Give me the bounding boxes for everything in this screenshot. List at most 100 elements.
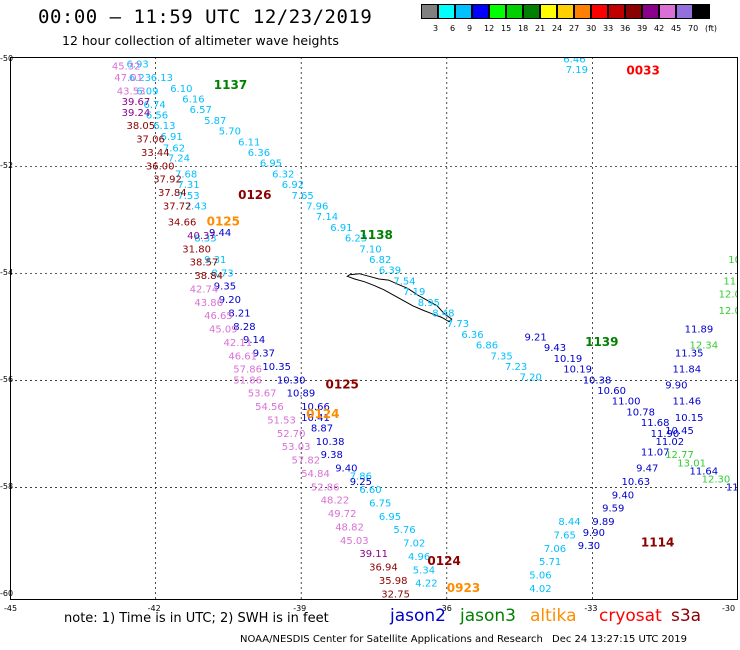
swh-value: 53.67 bbox=[248, 389, 277, 400]
swh-value: 8.73 bbox=[211, 268, 233, 279]
swh-value: 9.25 bbox=[350, 477, 372, 488]
swh-value: 9.21 bbox=[525, 333, 547, 344]
legend-s3a: s3a bbox=[671, 606, 702, 626]
pass-time-label: 0125 bbox=[207, 215, 240, 229]
colorbar-label: 39 bbox=[637, 24, 648, 33]
swh-value: 8.28 bbox=[233, 322, 255, 333]
swh-value: 35.98 bbox=[379, 576, 408, 587]
swh-value: 45.32 bbox=[112, 61, 141, 72]
swh-value: 4.02 bbox=[529, 584, 551, 595]
swh-value: 9.14 bbox=[243, 335, 265, 346]
swh-value: 6.93 bbox=[127, 60, 149, 71]
swh-value: 9.89 bbox=[592, 517, 614, 528]
map-canvas: 7.046.936.236.096.746.566.136.917.627.24… bbox=[10, 57, 738, 600]
pass-time-label: 1139 bbox=[585, 335, 618, 349]
swh-value: 6.09 bbox=[136, 86, 158, 97]
swh-value: 37.92 bbox=[153, 175, 182, 186]
swh-value: 12.77 bbox=[665, 450, 694, 461]
swh-value: 10.63 bbox=[622, 477, 651, 488]
swh-value: 8.21 bbox=[228, 309, 250, 320]
swh-value: 11.35 bbox=[675, 349, 704, 360]
colorbar-label: 70 bbox=[688, 24, 699, 33]
swh-value: 7.68 bbox=[175, 169, 197, 180]
swh-value: 6.23 bbox=[129, 73, 151, 84]
pass-time-label: 1136 bbox=[165, 57, 198, 60]
pass-time-label: 0124 bbox=[306, 407, 339, 421]
latitude-tick-label: -60 bbox=[0, 588, 14, 598]
swh-value: 10.89 bbox=[287, 389, 316, 400]
legend-jason3: jason3 bbox=[460, 606, 516, 626]
swh-value: 42.74 bbox=[190, 284, 219, 295]
swh-value: 8.33 bbox=[194, 234, 216, 245]
swh-value: 9.90 bbox=[665, 381, 687, 392]
swh-value: 7.62 bbox=[163, 144, 185, 155]
swh-value: 7.43 bbox=[185, 202, 207, 213]
colorbar-swatch bbox=[591, 4, 608, 19]
swh-value: 7.65 bbox=[292, 191, 314, 202]
swh-value: 36.94 bbox=[369, 563, 398, 574]
swh-value: 5.06 bbox=[529, 571, 551, 582]
swh-value: 6.56 bbox=[146, 111, 168, 122]
longitude-tick-label: -36 bbox=[438, 604, 452, 613]
legend-jason2: jason2 bbox=[390, 606, 446, 626]
swh-value: 7.06 bbox=[544, 544, 566, 555]
latitude-tick-label: -56 bbox=[0, 374, 14, 384]
swh-value: 6.13 bbox=[151, 73, 173, 84]
latitude-tick-label: -50 bbox=[0, 53, 14, 63]
south-georgia-coastline bbox=[346, 273, 453, 323]
swh-value: 9.30 bbox=[578, 541, 600, 552]
longitude-tick-label: -42 bbox=[147, 604, 161, 613]
swh-value: 49.72 bbox=[328, 509, 357, 520]
swh-value: 45.03 bbox=[340, 536, 369, 547]
colorbar-swatch bbox=[472, 4, 489, 19]
swh-value: 7.14 bbox=[316, 212, 338, 223]
swh-value: 7.10 bbox=[359, 244, 381, 255]
colorbar-label: 30 bbox=[586, 24, 597, 33]
swh-value: 11.00 bbox=[612, 397, 641, 408]
colorbar-label: 45 bbox=[671, 24, 682, 33]
swh-value: 10.60 bbox=[597, 386, 626, 397]
swh-value: 52.70 bbox=[277, 429, 306, 440]
swh-value: 11.07 bbox=[641, 448, 670, 459]
pass-time-label: 0125 bbox=[326, 378, 359, 392]
pass-time-label: 1114 bbox=[641, 536, 674, 550]
swh-value: 7.96 bbox=[306, 202, 328, 213]
colorbar-label: 36 bbox=[620, 24, 631, 33]
swh-value: 6.92 bbox=[282, 180, 304, 191]
legend-cryosat: cryosat bbox=[599, 606, 662, 626]
pass-time-label: 0136 bbox=[151, 57, 184, 60]
map-subtitle: 12 hour collection of altimeter wave hei… bbox=[62, 33, 339, 48]
swh-value: 7.02 bbox=[403, 539, 425, 550]
swh-value: 6.11 bbox=[238, 137, 260, 148]
swh-value: 7.65 bbox=[554, 531, 576, 542]
swh-value: 53.03 bbox=[282, 442, 311, 453]
swh-value: 8.87 bbox=[311, 424, 333, 435]
swh-value: 46.65 bbox=[204, 311, 233, 322]
colorbar-swatch bbox=[540, 4, 557, 19]
colorbar-swatch bbox=[642, 4, 659, 19]
swh-value: 51.53 bbox=[267, 416, 296, 427]
swh-value: 39.67 bbox=[122, 97, 151, 108]
colorbar-label: 12 bbox=[484, 24, 495, 33]
colorbar-label: 27 bbox=[569, 24, 580, 33]
swh-value: 11.02 bbox=[656, 437, 685, 448]
colorbar-swatch bbox=[676, 4, 693, 19]
swh-value: 5.71 bbox=[539, 557, 561, 568]
swh-value: 7.54 bbox=[393, 276, 415, 287]
colorbar-label: 42 bbox=[654, 24, 665, 33]
swh-value: 9.37 bbox=[253, 349, 275, 360]
swh-value: 6.10 bbox=[170, 84, 192, 95]
swh-value: 6.57 bbox=[190, 105, 212, 116]
credit-text: NOAA/NESDIS Center for Satellite Applica… bbox=[240, 634, 543, 645]
swh-value: 8.95 bbox=[418, 298, 440, 309]
swh-value: 11.4 bbox=[723, 276, 738, 287]
swh-value: 38.05 bbox=[127, 121, 156, 132]
swh-value: 9.90 bbox=[583, 528, 605, 539]
swh-value: 10.45 bbox=[665, 426, 694, 437]
swh-value: 7.31 bbox=[177, 180, 199, 191]
swh-value: 6.60 bbox=[359, 485, 381, 496]
colorbar-swatch bbox=[421, 4, 438, 19]
colorbar-label: 21 bbox=[535, 24, 546, 33]
swh-value: 7.73 bbox=[447, 319, 469, 330]
swh-value: 9.20 bbox=[219, 295, 241, 306]
